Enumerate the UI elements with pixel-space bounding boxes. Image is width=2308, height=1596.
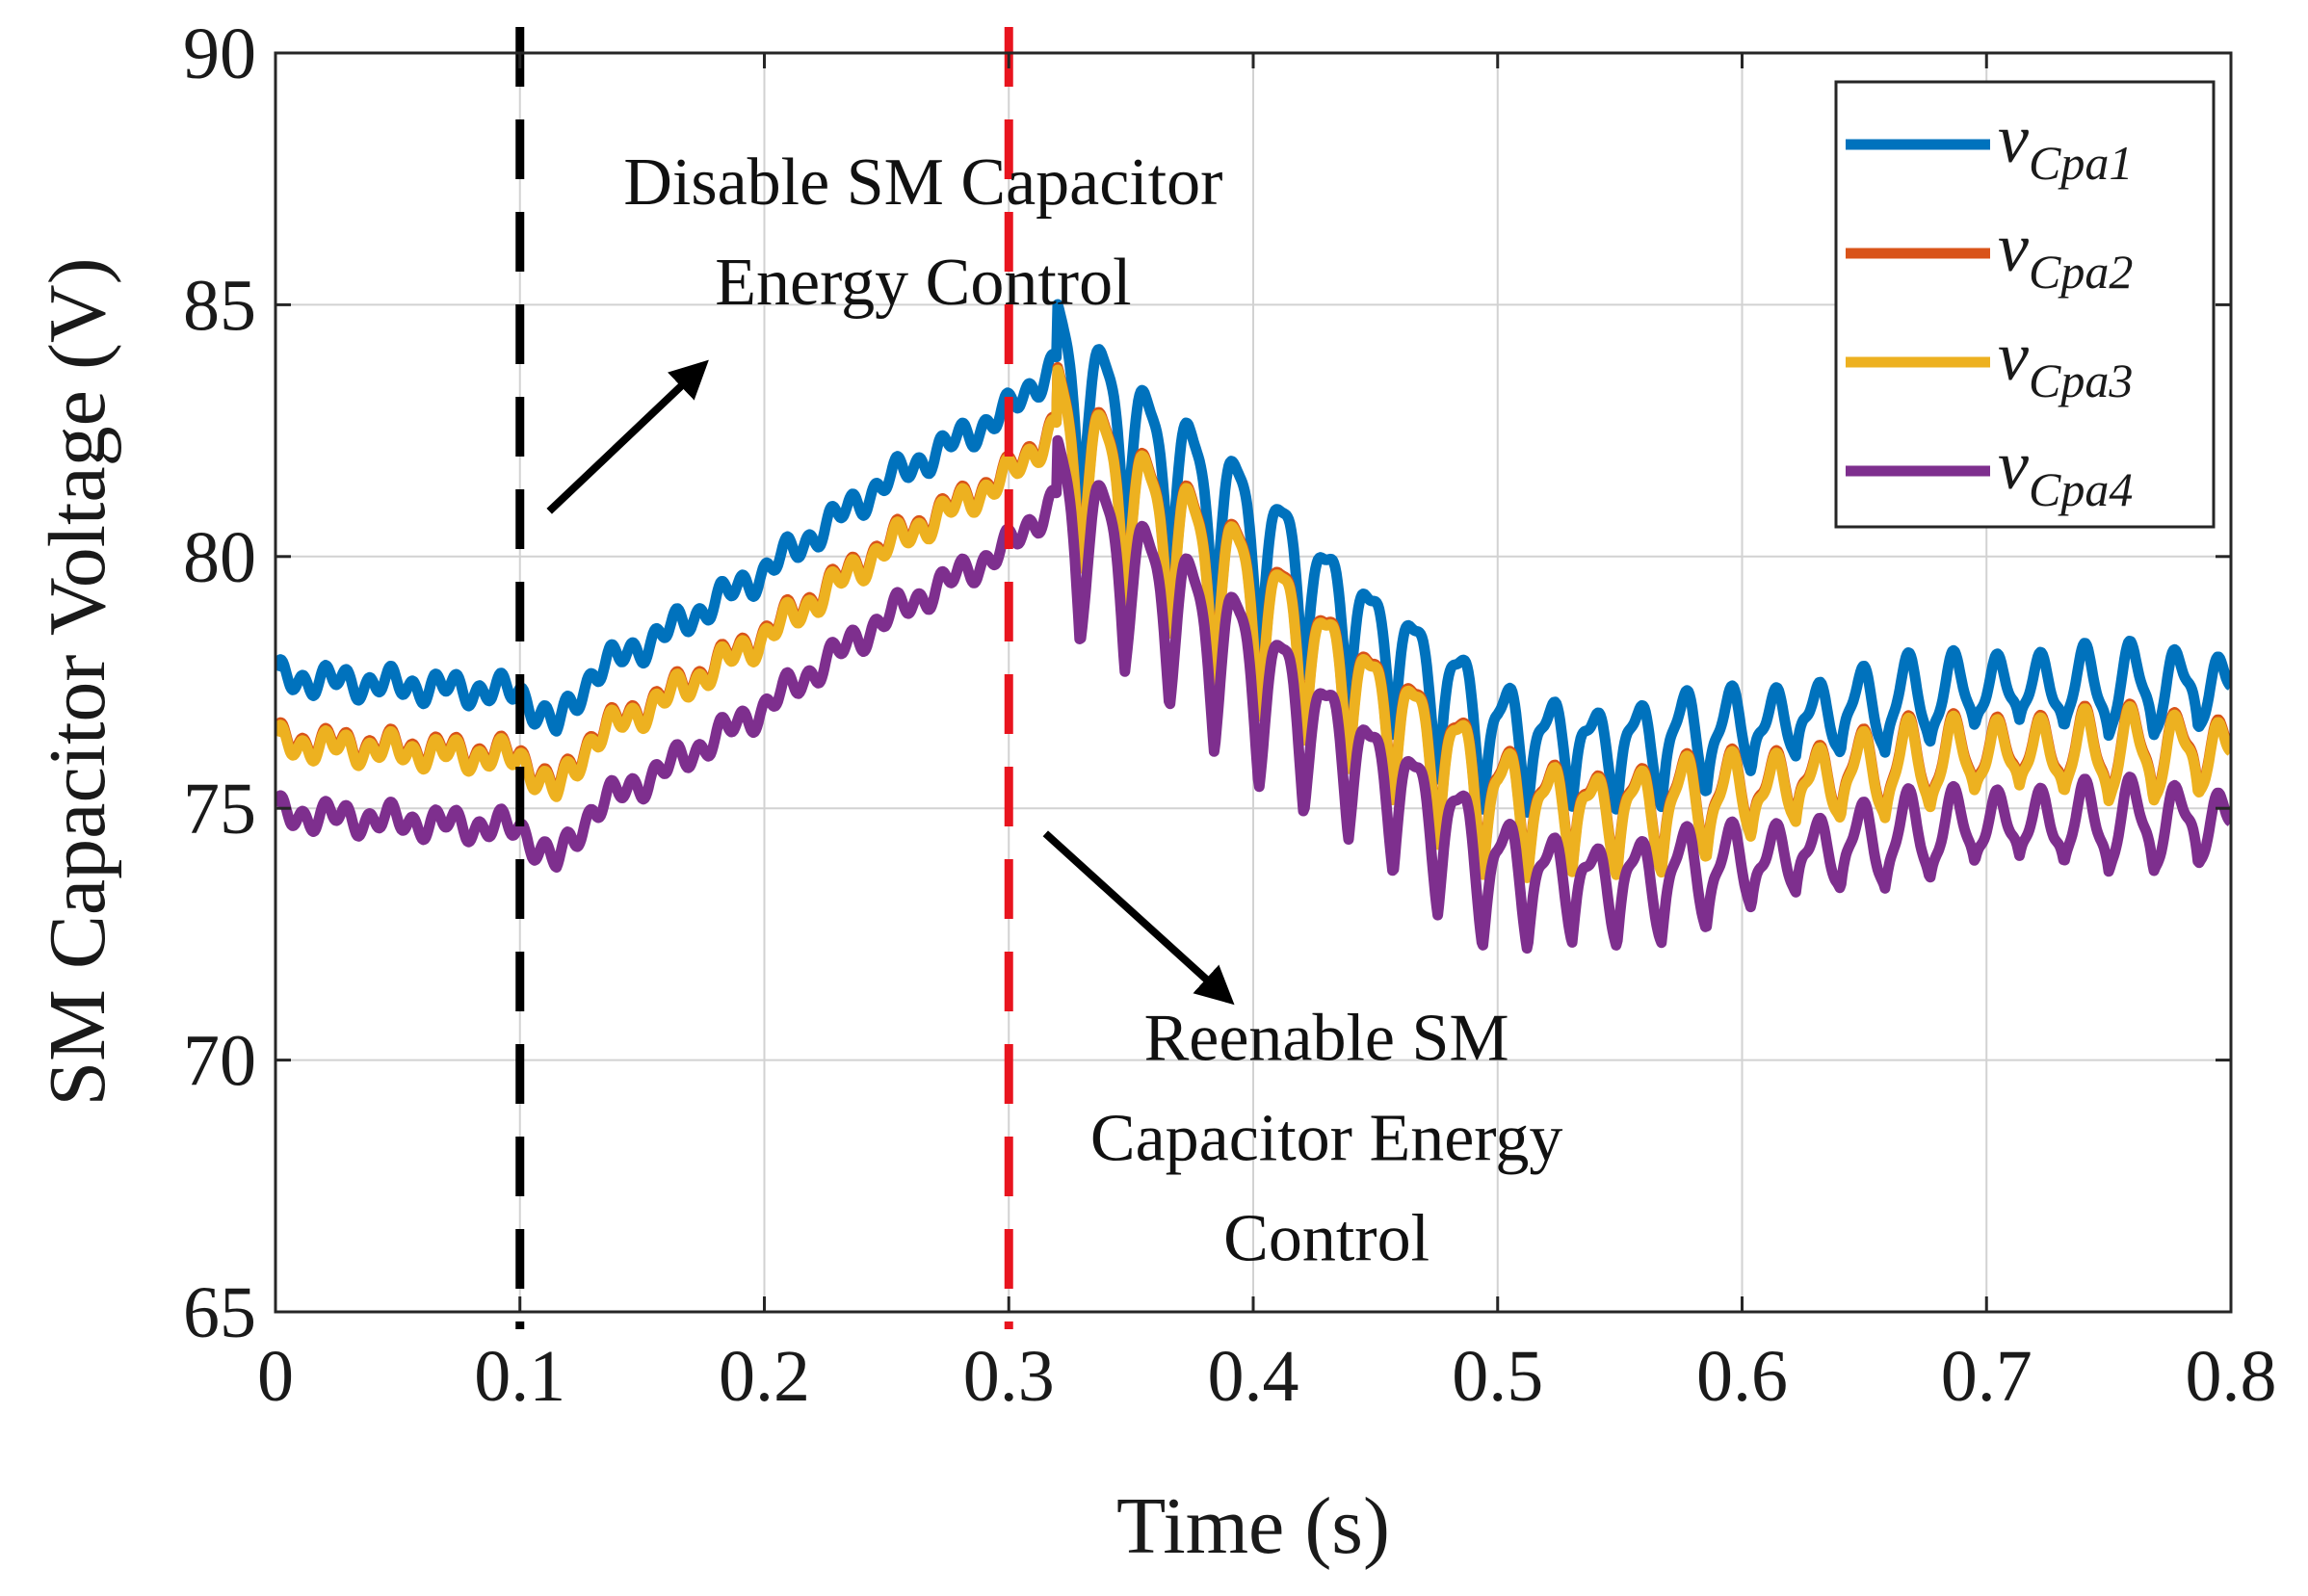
legend-label-v_Cpa4: vCpa4 [1998, 427, 2133, 516]
x-axis-label: Time (s) [1116, 1481, 1390, 1571]
y-tick-label: 75 [183, 769, 256, 850]
y-tick-label: 85 [183, 265, 256, 346]
x-tick-label: 0.1 [474, 1336, 565, 1417]
series-line-v_Cpa3 [275, 364, 2231, 883]
legend-label-v_Cpa2: vCpa2 [1998, 209, 2133, 299]
x-tick-label: 0.7 [1941, 1336, 2033, 1417]
x-tick-label: 0 [257, 1336, 294, 1417]
series-layer [275, 299, 2231, 955]
axis-ticks: 0 0.1 0.2 0.3 0.4 0.5 0.6 0.7 0.8 65 70 75 80 85 90 [183, 13, 2277, 1417]
annotation-text-2: Reenable SM Capacitor Energy Control [1090, 1002, 1562, 1276]
y-tick-label: 65 [183, 1272, 256, 1353]
legend-box [1834, 80, 2216, 529]
annotation-text-1: Disable SM Capacitor Energy Control [623, 145, 1222, 320]
series-line-v_Cpa1 [275, 299, 2231, 818]
legend-label-v_Cpa3: vCpa3 [1998, 318, 2133, 407]
x-tick-label: 0.5 [1452, 1336, 1543, 1417]
legend-label-v_Cpa1: vCpa1 [1998, 100, 2133, 190]
annotation-arrow-1 [546, 359, 709, 514]
vline-layer [515, 27, 1013, 1329]
x-tick-label: 0.3 [963, 1336, 1055, 1417]
legend: vCpa1 vCpa2 vCpa3 vCpa4 [1834, 80, 2216, 529]
x-tick-label: 0.8 [2186, 1336, 2277, 1417]
x-tick-label: 0.4 [1208, 1336, 1299, 1417]
series-line-v_Cpa4 [275, 434, 2231, 955]
x-tick-label: 0.6 [1696, 1336, 1788, 1417]
annotations: Disable SM Capacitor Energy Control Reenab… [546, 145, 1562, 1276]
y-tick-label: 70 [183, 1021, 256, 1102]
annotation-arrow-2 [1042, 830, 1235, 1006]
y-tick-label: 80 [183, 517, 256, 598]
y-axis-label: SM Capacitor Voltage (V) [33, 257, 122, 1106]
x-tick-label: 0.2 [719, 1336, 810, 1417]
y-tick-label: 90 [183, 13, 256, 94]
